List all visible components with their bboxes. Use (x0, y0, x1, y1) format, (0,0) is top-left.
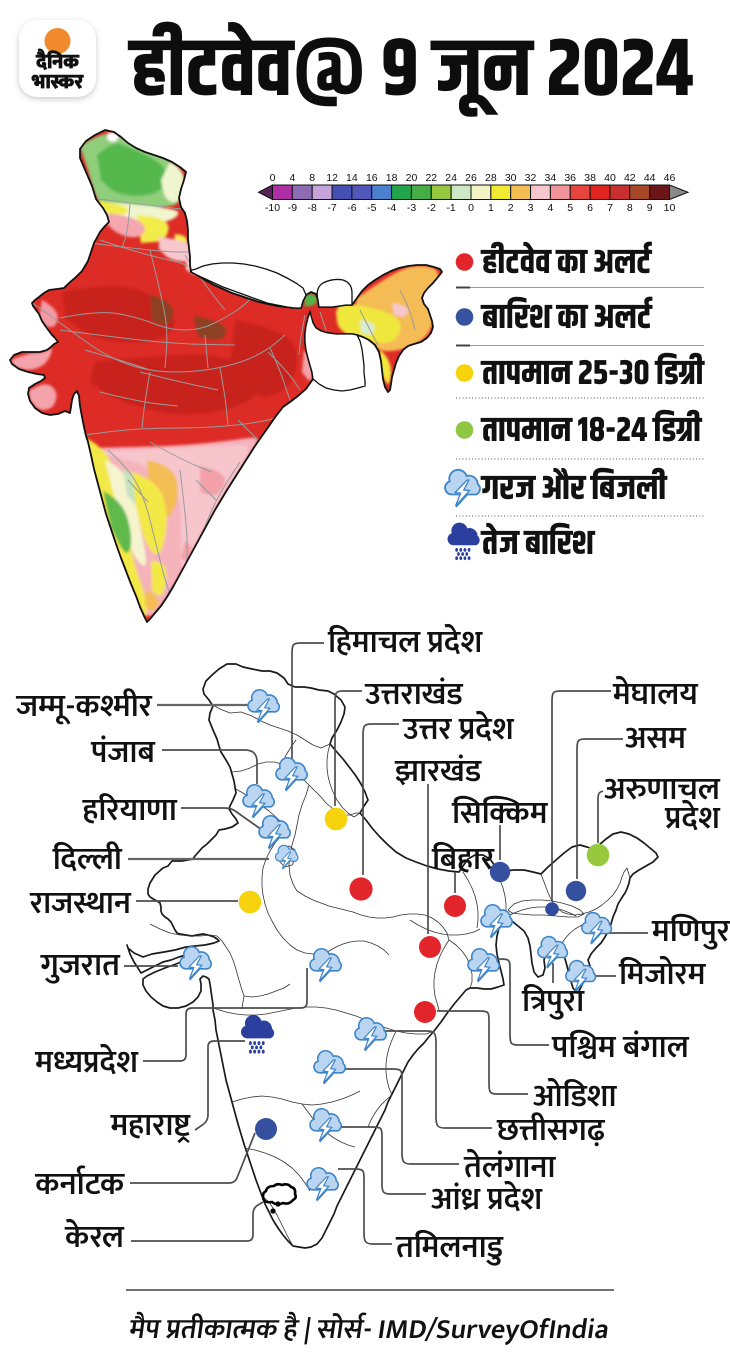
svg-text:9: 9 (647, 202, 653, 214)
svg-text:-5: -5 (367, 202, 376, 214)
svg-text:4: 4 (289, 172, 295, 184)
svg-text:-8: -8 (308, 202, 317, 214)
svg-text:26: 26 (465, 172, 477, 184)
svg-text:44: 44 (644, 172, 656, 184)
svg-text:6: 6 (587, 202, 593, 214)
svg-text:22: 22 (425, 172, 437, 184)
svg-text:-10: -10 (265, 202, 280, 214)
svg-text:2: 2 (508, 202, 514, 214)
svg-text:18: 18 (386, 172, 398, 184)
svg-text:-3: -3 (407, 202, 416, 214)
svg-text:38: 38 (584, 172, 596, 184)
svg-text:12: 12 (326, 172, 338, 184)
svg-text:20: 20 (406, 172, 418, 184)
svg-text:16: 16 (366, 172, 378, 184)
svg-text:-2: -2 (427, 202, 436, 214)
svg-text:-4: -4 (387, 202, 396, 214)
svg-text:42: 42 (624, 172, 636, 184)
svg-text:10: 10 (664, 202, 676, 214)
svg-text:1: 1 (488, 202, 494, 214)
svg-text:14: 14 (346, 172, 358, 184)
svg-text:34: 34 (545, 172, 557, 184)
svg-text:8: 8 (627, 202, 633, 214)
svg-text:5: 5 (567, 202, 573, 214)
svg-text:7: 7 (607, 202, 613, 214)
svg-text:-1: -1 (446, 202, 455, 214)
svg-text:-7: -7 (327, 202, 336, 214)
svg-text:-6: -6 (347, 202, 356, 214)
svg-text:0: 0 (468, 202, 474, 214)
svg-text:-9: -9 (288, 202, 297, 214)
svg-text:30: 30 (505, 172, 517, 184)
svg-text:0: 0 (270, 172, 276, 184)
svg-text:4: 4 (547, 202, 553, 214)
svg-text:32: 32 (525, 172, 537, 184)
svg-text:24: 24 (445, 172, 457, 184)
svg-text:28: 28 (485, 172, 497, 184)
svg-text:46: 46 (664, 172, 676, 184)
svg-text:3: 3 (528, 202, 534, 214)
svg-text:36: 36 (564, 172, 576, 184)
svg-text:40: 40 (604, 172, 616, 184)
svg-text:8: 8 (309, 172, 315, 184)
